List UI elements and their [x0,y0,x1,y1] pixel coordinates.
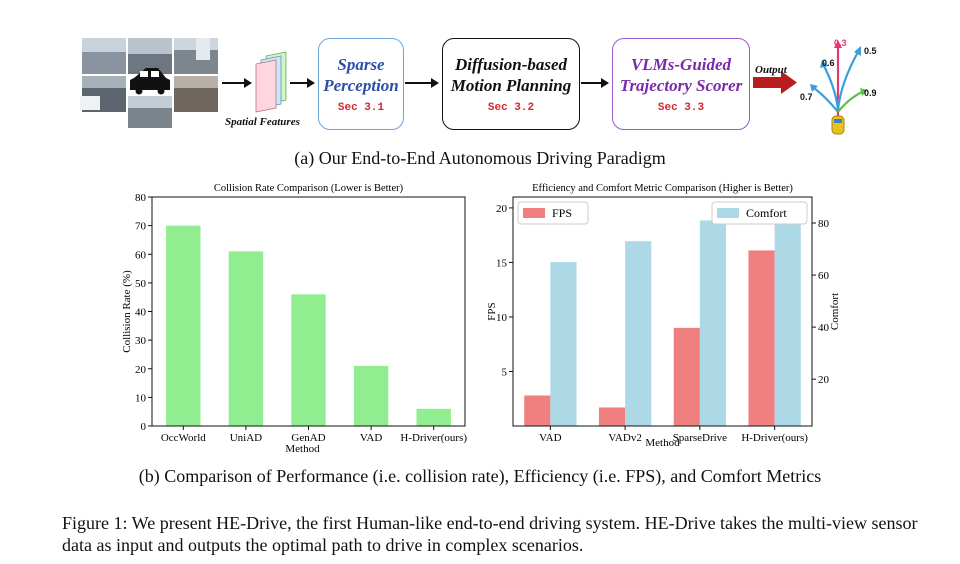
arrow-to-motion-planning [405,78,439,88]
arrow-to-trajectory-scorer [581,78,609,88]
y-tick-label: 40 [135,307,147,319]
x-tick-label: H-Driver(ours) [400,432,467,444]
sparse-perception-line1: Sparse [337,55,385,74]
x-tick-label: GenAD [291,432,325,444]
trajectory-scorer-box: VLMs-Guided Trajectory Scorer Sec 3.3 [612,38,750,130]
x-tick-label: VAD [360,432,382,444]
legend-comfort-swatch [717,208,739,218]
arrow-to-features [222,78,252,88]
score-label: 0.7 [800,92,813,102]
y-tick-label: 60 [135,249,147,261]
y-tick-label: 20 [135,364,147,376]
sec-label: Sec 3.3 [657,102,705,114]
y-tick-label: 10 [135,392,147,404]
figure-caption: Figure 1: We present HE-Drive, the first… [62,513,918,555]
y2-tick-label: 40 [818,322,830,334]
x-tick-label: UniAD [230,432,262,444]
fps-bar-h-driver-ours- [748,250,775,426]
y2-tick-label: 20 [818,374,830,386]
arrow-to-sparse-perception [290,78,315,88]
trajectory-fan-icon [810,40,868,116]
bar-vad [353,365,389,426]
bar-occworld [166,225,201,426]
bar-genad [291,294,326,426]
x-tick-label: VADv2 [608,432,641,444]
car-icon [130,68,170,95]
bar-h-driver-ours- [416,408,451,426]
caption-b: (b) Comparison of Performance (i.e. coll… [138,466,822,486]
multi-view-camera-images [80,38,218,128]
spatial-features-label: Spatial Features [225,116,300,128]
trajectory-scorer-line2: Trajectory Scorer [619,76,743,95]
fps-bar-vadv2 [598,407,626,426]
y-tick-label: 20 [496,203,508,215]
spatial-features-icon [255,51,287,113]
score-label: 0.9 [864,88,877,98]
x-tick-label: H-Driver(ours) [741,432,808,444]
y2-tick-label: 80 [818,218,830,230]
sparse-perception-line2: Perception [323,76,399,95]
sparse-perception-box: Sparse Perception Sec 3.1 [318,38,404,130]
y-axis-label: FPS [486,302,498,320]
y-tick-label: 70 [135,221,147,233]
comfort-bar-h-driver-ours- [774,210,801,426]
output-label: Output [755,64,787,76]
x-tick-label: OccWorld [161,432,206,444]
y-tick-label: 0 [141,421,147,433]
chart1-title: Collision Rate Comparison (Lower is Bett… [214,183,404,194]
y-tick-label: 5 [502,366,508,378]
motion-planning-line2: Motion Planning [450,76,572,95]
output-arrow [753,71,797,94]
x-tick-label: SparseDrive [673,432,727,444]
chart2-title: Efficiency and Comfort Metric Comparison… [532,183,793,194]
score-label: 0.5 [864,46,877,56]
x-axis-label: Method [645,437,680,449]
y-axis-label: Collision Rate (%) [121,270,133,353]
y-tick-label: 10 [496,312,508,324]
bar-uniad [228,251,264,426]
sec-label: Sec 3.2 [487,102,535,114]
trajectory-scorer-line1: VLMs-Guided [630,55,732,74]
legend-comfort-label: Comfort [746,206,787,220]
motion-planning-line1: Diffusion-based [454,55,568,74]
legend-fps-label: FPS [552,206,572,220]
x-tick-label: VAD [539,432,561,444]
y2-axis-label: Comfort [829,293,841,330]
score-label: 0.6 [822,58,835,68]
chart2-frame [512,196,813,427]
caption-a: (a) Our End-to-End Autonomous Driving Pa… [294,148,666,168]
fps-bar-sparsedrive [673,327,700,426]
y-tick-label: 15 [496,257,508,269]
ego-car-marker-icon [831,115,845,135]
fps-bar-vad [524,395,551,426]
pipeline-diagram [80,38,868,135]
comfort-bar-sparsedrive [699,220,727,426]
legend-fps-box [517,201,589,225]
legend-fps-swatch [523,208,545,218]
y-tick-label: 30 [135,335,147,347]
comfort-bar-vadv2 [625,241,652,426]
motion-planning-box: Diffusion-based Motion Planning Sec 3.2 [442,38,580,130]
y-tick-label: 50 [135,278,147,290]
legend-comfort-box [711,201,808,225]
comfort-bar-vad [550,262,577,426]
y2-tick-label: 60 [818,270,830,282]
y-tick-label: 80 [135,192,147,204]
x-axis-label: Method [285,443,320,455]
score-label: 0.3 [834,38,847,48]
chart1-frame [151,196,466,427]
sec-label: Sec 3.1 [337,102,385,114]
